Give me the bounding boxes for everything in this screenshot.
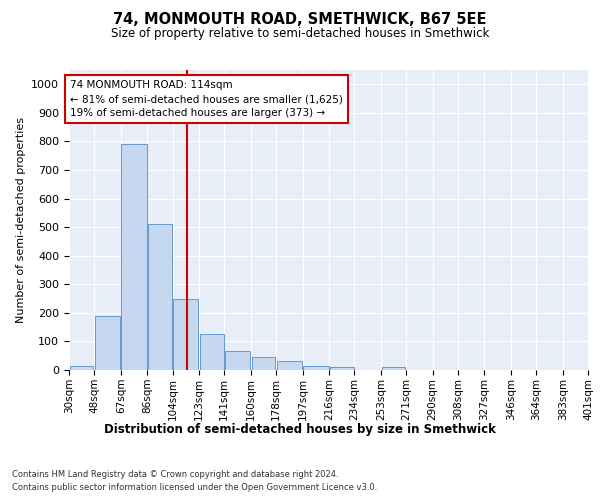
Bar — [277, 362, 302, 370]
Bar — [148, 224, 172, 370]
Text: Contains HM Land Registry data © Crown copyright and database right 2024.: Contains HM Land Registry data © Crown c… — [12, 470, 338, 479]
Text: Distribution of semi-detached houses by size in Smethwick: Distribution of semi-detached houses by … — [104, 422, 496, 436]
Bar — [173, 298, 199, 370]
Text: Size of property relative to semi-detached houses in Smethwick: Size of property relative to semi-detach… — [111, 28, 489, 40]
Bar — [225, 352, 250, 370]
Bar — [382, 367, 406, 370]
Bar — [304, 366, 329, 370]
Bar — [95, 316, 120, 370]
Bar — [251, 357, 275, 370]
Bar — [121, 144, 146, 370]
Bar — [70, 366, 94, 370]
Text: 74 MONMOUTH ROAD: 114sqm
← 81% of semi-detached houses are smaller (1,625)
19% o: 74 MONMOUTH ROAD: 114sqm ← 81% of semi-d… — [70, 80, 343, 118]
Text: Contains public sector information licensed under the Open Government Licence v3: Contains public sector information licen… — [12, 482, 377, 492]
Bar — [200, 334, 224, 370]
Text: 74, MONMOUTH ROAD, SMETHWICK, B67 5EE: 74, MONMOUTH ROAD, SMETHWICK, B67 5EE — [113, 12, 487, 28]
Y-axis label: Number of semi-detached properties: Number of semi-detached properties — [16, 117, 26, 323]
Bar — [330, 367, 353, 370]
